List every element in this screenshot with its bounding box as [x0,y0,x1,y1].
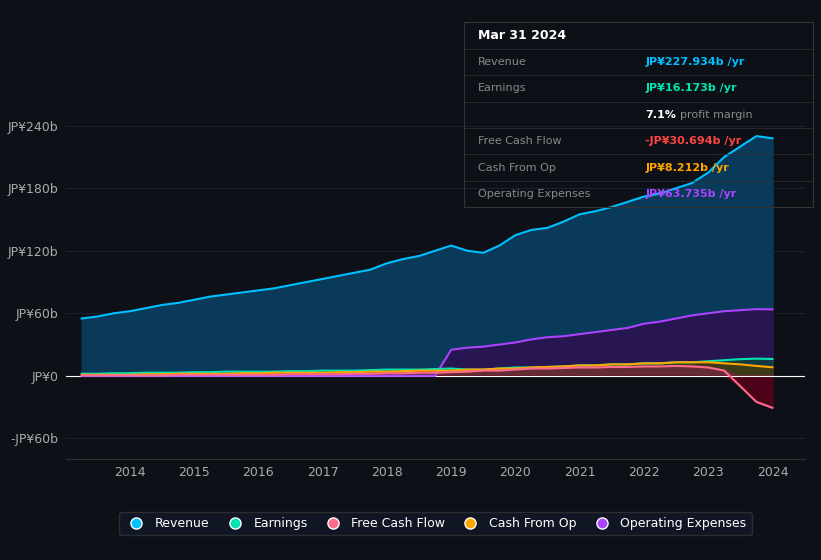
Text: Cash From Op: Cash From Op [478,162,556,172]
Text: JP¥16.173b /yr: JP¥16.173b /yr [645,83,736,94]
Text: Free Cash Flow: Free Cash Flow [478,136,562,146]
Text: JP¥63.735b /yr: JP¥63.735b /yr [645,189,736,199]
Text: Mar 31 2024: Mar 31 2024 [478,29,566,42]
Text: JP¥227.934b /yr: JP¥227.934b /yr [645,57,745,67]
Text: profit margin: profit margin [680,110,753,120]
Text: JP¥8.212b /yr: JP¥8.212b /yr [645,162,729,172]
Text: -JP¥30.694b /yr: -JP¥30.694b /yr [645,136,741,146]
Text: Earnings: Earnings [478,83,526,94]
Text: 7.1%: 7.1% [645,110,677,120]
Legend: Revenue, Earnings, Free Cash Flow, Cash From Op, Operating Expenses: Revenue, Earnings, Free Cash Flow, Cash … [119,512,751,535]
Text: Operating Expenses: Operating Expenses [478,189,590,199]
Text: Revenue: Revenue [478,57,526,67]
